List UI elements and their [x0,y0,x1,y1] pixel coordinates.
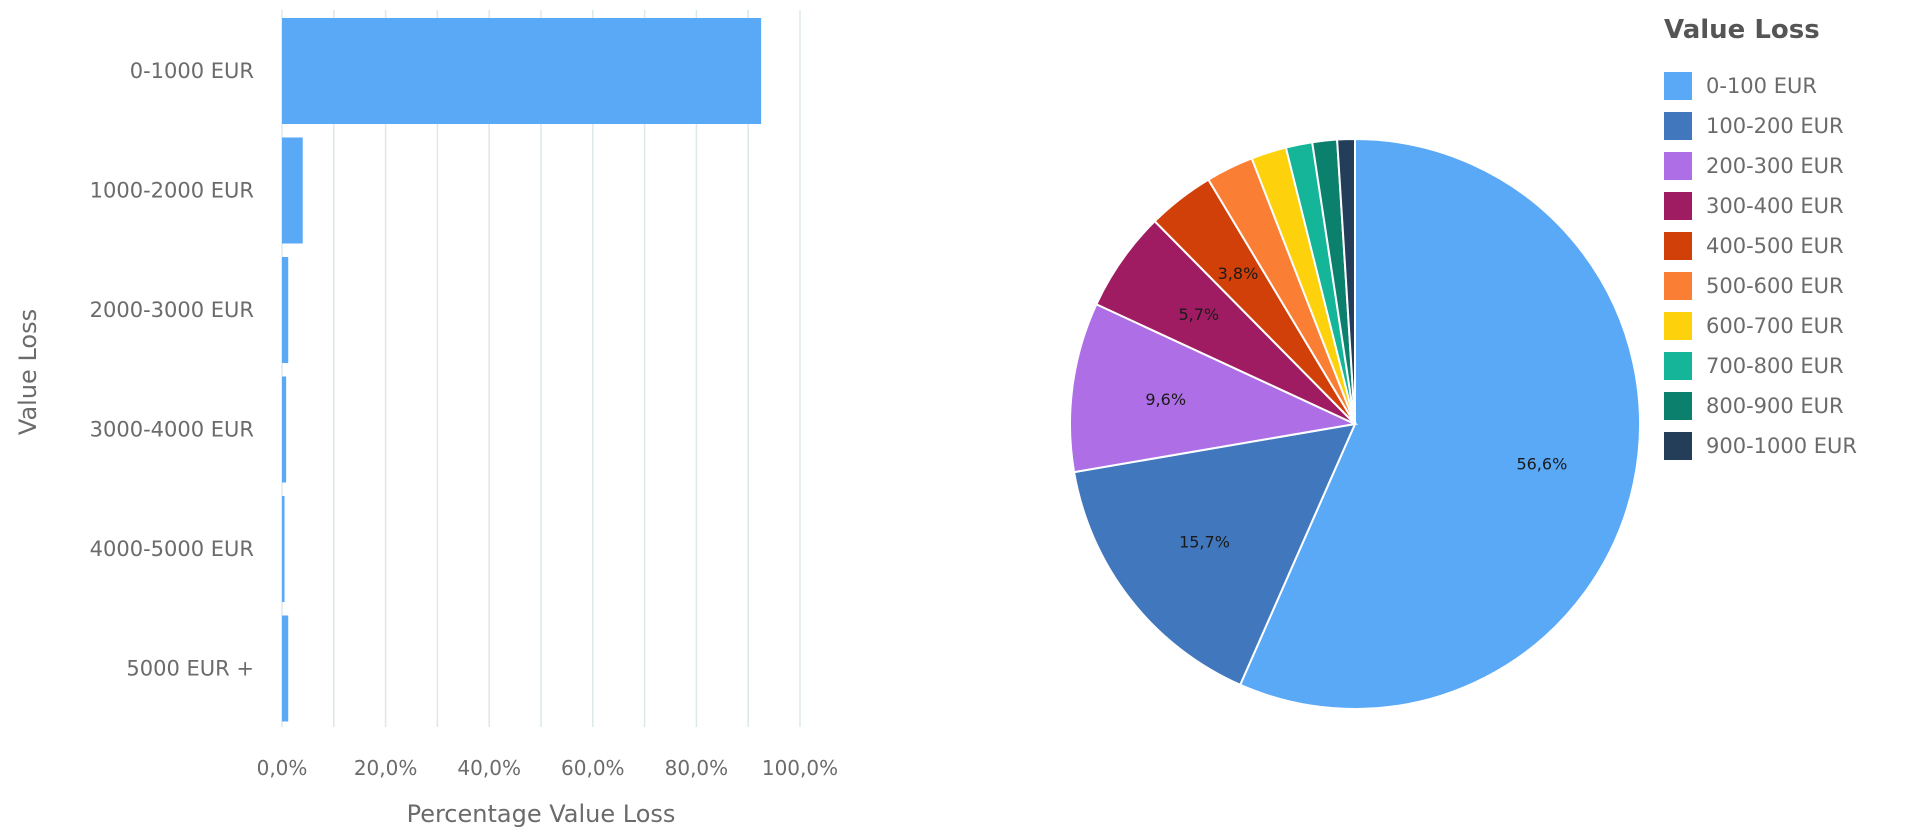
pie-slice [1072,422,1357,687]
bar [282,615,289,722]
legend-item-label: 500-600 EUR [1706,274,1844,298]
bar [282,18,762,124]
legend-item-label: 900-1000 EUR [1706,434,1857,458]
bar [282,376,287,483]
bar-x-tick-label: 40,0% [457,756,521,780]
bar-x-tick-label: 80,0% [665,756,729,780]
bar-x-tick-label: 20,0% [354,756,418,780]
legend-swatch [1664,192,1692,220]
legend-item-label: 0-100 EUR [1706,74,1817,98]
pie-slice-value-label: 5,7% [1178,305,1219,324]
legend-item-label: 800-900 EUR [1706,394,1844,418]
legend-swatch [1664,392,1692,420]
legend-swatch [1664,352,1692,380]
legend-item-label: 700-800 EUR [1706,354,1844,378]
bar-category-label: 5000 EUR + [126,657,254,681]
bar-y-axis-title: Value Loss [14,309,42,435]
bar [282,257,289,363]
legend-item-label: 100-200 EUR [1706,114,1844,138]
bar-category-label: 2000-3000 EUR [90,298,254,322]
legend-swatch [1664,152,1692,180]
legend-swatch [1664,432,1692,460]
legend-item-label: 600-700 EUR [1706,314,1844,338]
legend-item-label: 200-300 EUR [1706,154,1844,178]
pie-slice [1336,137,1356,425]
bar-x-axis-title: Percentage Value Loss [407,800,676,828]
legend-item-label: 300-400 EUR [1706,194,1844,218]
bar [282,137,303,244]
pie-slice [1238,137,1641,710]
pie-slice-value-label: 15,7% [1179,533,1230,552]
legend-swatch [1664,232,1692,260]
legend-swatch [1664,312,1692,340]
legend-item-label: 400-500 EUR [1706,234,1844,258]
pie-slice [1069,302,1359,474]
bar-category-label: 4000-5000 EUR [90,537,254,561]
bar-category-label: 1000-2000 EUR [90,179,254,203]
bar-x-tick-label: 60,0% [561,756,625,780]
bar-category-label: 0-1000 EUR [130,59,254,83]
legend-swatch [1664,272,1692,300]
pie-slice-value-label: 3,8% [1218,264,1259,283]
bar-x-tick-label: 100,0% [762,756,838,780]
bar [282,496,285,602]
bar-category-label: 3000-4000 EUR [90,418,254,442]
legend-swatch [1664,112,1692,140]
pie-slice-value-label: 9,6% [1145,390,1186,409]
legend-title: Value Loss [1664,15,1820,45]
bar-x-tick-label: 0,0% [257,756,308,780]
pie-slice-value-label: 56,6% [1516,454,1567,473]
legend-swatch [1664,72,1692,100]
